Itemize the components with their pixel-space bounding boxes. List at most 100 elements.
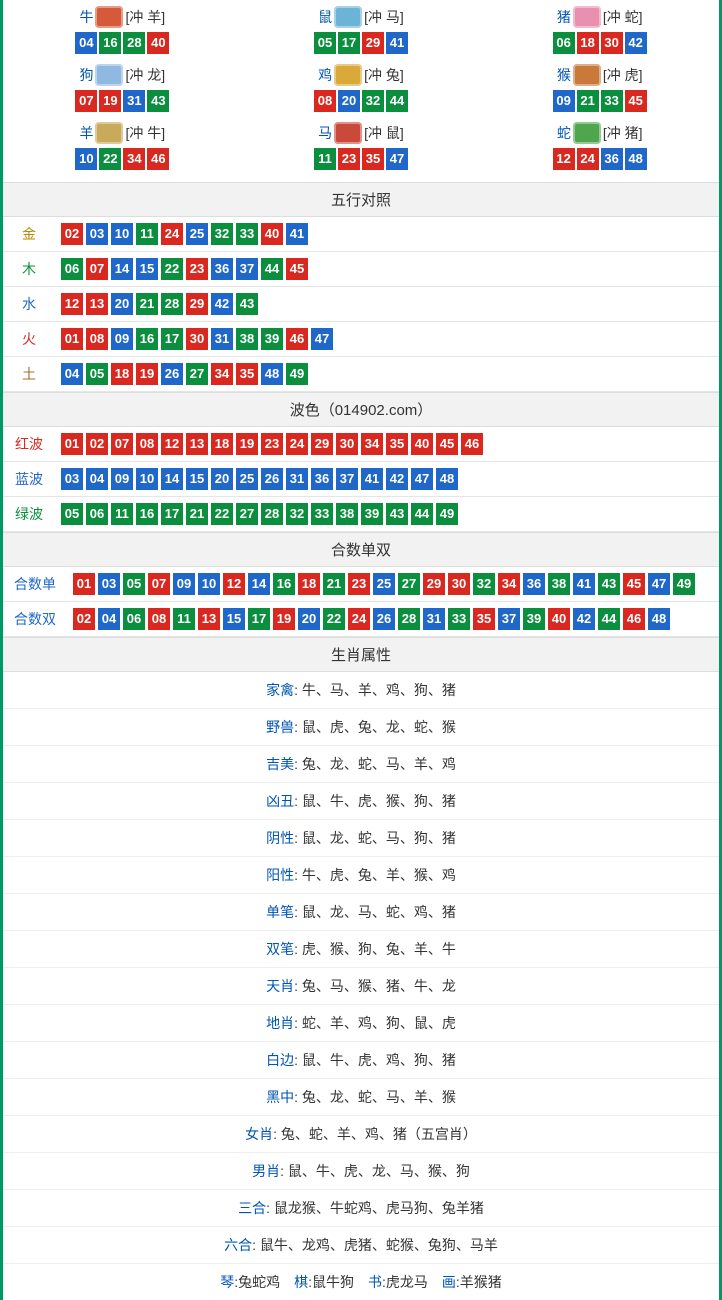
attr-sep: : [294,682,302,698]
number-chip: 38 [336,503,358,525]
num-line: 02031011242532334041 [61,223,713,245]
number-chip: 16 [273,573,295,595]
row-label: 火 [3,322,55,357]
number-chip: 22 [323,608,345,630]
quad-value: 虎龙马 [386,1274,428,1290]
number-chip: 04 [75,32,97,54]
number-chip: 09 [111,328,133,350]
table-row: 土04051819262734354849 [3,357,719,392]
zodiac-cell: 猴[冲 虎]09213345 [480,62,719,116]
number-chip: 35 [236,363,258,385]
zodiac-animal-icon [95,6,123,28]
number-chip: 45 [623,573,645,595]
attr-list: 家禽: 牛、马、羊、鸡、狗、猪野兽: 鼠、虎、兔、龙、蛇、猴吉美: 兔、龙、蛇、… [3,672,719,1264]
number-chip: 30 [448,573,470,595]
number-chip: 23 [338,148,360,170]
number-chip: 19 [236,433,258,455]
number-chip: 13 [186,433,208,455]
zodiac-num-row: 06183042 [553,32,647,54]
number-chip: 07 [86,258,108,280]
row-label: 绿波 [3,497,55,532]
number-chip: 06 [86,503,108,525]
attr-value: 鼠、龙、蛇、马、狗、猪 [302,830,456,846]
zodiac-title: 蛇[冲 猪] [480,122,719,144]
number-chip: 32 [211,223,233,245]
number-chip: 33 [448,608,470,630]
row-nums: 1213202128294243 [55,287,719,322]
attr-value: 鼠、牛、虎、鸡、狗、猪 [302,1052,456,1068]
table-row: 火0108091617303138394647 [3,322,719,357]
zodiac-animal-icon [334,6,362,28]
heshu-table: 合数单0103050709101214161821232527293032343… [3,567,719,637]
number-chip: 42 [625,32,647,54]
zodiac-title: 马[冲 鼠] [242,122,481,144]
attr-value: 兔、马、猴、猪、牛、龙 [302,978,456,994]
attr-label: 男肖 [252,1163,280,1179]
number-chip: 43 [147,90,169,112]
number-chip: 31 [211,328,233,350]
attr-sep: : [294,756,302,772]
zodiac-animal-icon [573,64,601,86]
number-chip: 44 [411,503,433,525]
attr-row: 天肖: 兔、马、猴、猪、牛、龙 [3,968,719,1005]
number-chip: 28 [161,293,183,315]
number-chip: 02 [61,223,83,245]
attr-value: 鼠龙猴、牛蛇鸡、虎马狗、兔羊猪 [274,1200,484,1216]
number-chip: 24 [577,148,599,170]
zodiac-title: 牛[冲 羊] [3,6,242,28]
number-chip: 11 [111,503,133,525]
number-chip: 05 [123,573,145,595]
quad-value: 鼠牛狗 [312,1274,354,1290]
quad-item: 书:虎龙马 [368,1272,428,1292]
number-chip: 16 [136,503,158,525]
number-chip: 15 [223,608,245,630]
quad-item: 琴:兔蛇鸡 [220,1272,280,1292]
number-chip: 08 [314,90,336,112]
zodiac-title: 猴[冲 虎] [480,64,719,86]
zodiac-animal-icon [334,122,362,144]
zodiac-conflict: [冲 龙] [125,65,165,85]
row-label: 金 [3,217,55,252]
number-chip: 21 [323,573,345,595]
number-chip: 32 [362,90,384,112]
row-nums: 03040910141520252631363741424748 [55,462,719,497]
number-chip: 04 [98,608,120,630]
attr-row: 单笔: 鼠、龙、马、蛇、鸡、猪 [3,894,719,931]
number-chip: 23 [186,258,208,280]
wuxing-table: 金02031011242532334041木060714152223363744… [3,217,719,392]
number-chip: 35 [362,148,384,170]
number-chip: 28 [398,608,420,630]
number-chip: 25 [236,468,258,490]
quad-value: 兔蛇鸡 [238,1274,280,1290]
attr-value: 虎、猴、狗、兔、羊、牛 [302,941,456,957]
number-chip: 12 [61,293,83,315]
number-chip: 34 [211,363,233,385]
attr-sep: : [280,1163,288,1179]
number-chip: 38 [548,573,570,595]
attr-label: 双笔 [266,941,294,957]
number-chip: 35 [473,608,495,630]
number-chip: 06 [553,32,575,54]
attr-row: 白边: 鼠、牛、虎、鸡、狗、猪 [3,1042,719,1079]
number-chip: 40 [147,32,169,54]
number-chip: 03 [86,223,108,245]
attr-row: 地肖: 蛇、羊、鸡、狗、鼠、虎 [3,1005,719,1042]
zodiac-title: 鼠[冲 马] [242,6,481,28]
number-chip: 03 [98,573,120,595]
attr-value: 兔、蛇、羊、鸡、猪 [281,1126,407,1142]
number-chip: 30 [336,433,358,455]
number-chip: 33 [601,90,623,112]
section-header-bose: 波色（014902.com） [3,392,719,427]
attr-sep: : [294,830,302,846]
number-chip: 48 [648,608,670,630]
number-chip: 05 [86,363,108,385]
zodiac-conflict: [冲 羊] [125,7,165,27]
number-chip: 34 [498,573,520,595]
number-chip: 26 [161,363,183,385]
number-chip: 48 [625,148,647,170]
number-chip: 11 [173,608,195,630]
zodiac-num-row: 11233547 [314,148,408,170]
zodiac-name: 鸡 [318,65,332,85]
number-chip: 47 [648,573,670,595]
number-chip: 37 [236,258,258,280]
